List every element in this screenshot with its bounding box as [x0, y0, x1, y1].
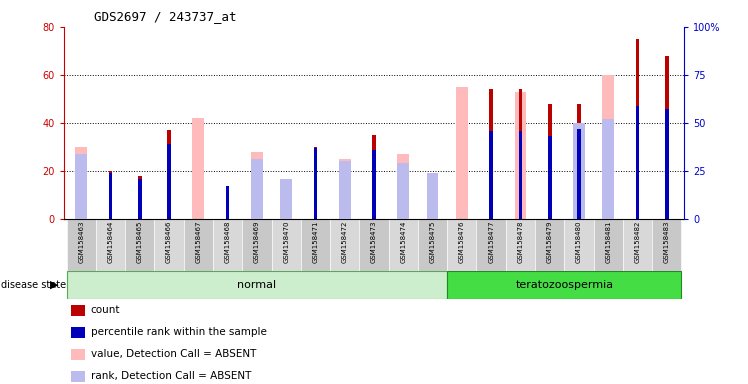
- Bar: [372, 150, 376, 219]
- Text: percentile rank within the sample: percentile rank within the sample: [91, 327, 266, 337]
- Text: disease state: disease state: [1, 280, 67, 290]
- Bar: [125, 219, 154, 271]
- Text: GSM158481: GSM158481: [605, 221, 611, 263]
- Text: GSM158465: GSM158465: [137, 221, 143, 263]
- Bar: [573, 123, 585, 219]
- Text: GSM158476: GSM158476: [459, 221, 465, 263]
- Bar: [192, 118, 204, 219]
- Bar: [447, 219, 476, 271]
- Text: GSM158468: GSM158468: [224, 221, 230, 263]
- Bar: [548, 136, 551, 219]
- Bar: [426, 173, 438, 219]
- Text: GSM158470: GSM158470: [283, 221, 289, 263]
- Bar: [389, 219, 418, 271]
- Text: GSM158479: GSM158479: [547, 221, 553, 263]
- Bar: [636, 39, 640, 219]
- Bar: [67, 271, 447, 299]
- Text: normal: normal: [237, 280, 277, 290]
- Text: GDS2697 / 243737_at: GDS2697 / 243737_at: [94, 10, 236, 23]
- Bar: [251, 159, 263, 219]
- Text: GSM158474: GSM158474: [400, 221, 406, 263]
- Bar: [108, 173, 112, 219]
- Bar: [489, 131, 493, 219]
- Bar: [213, 219, 242, 271]
- Bar: [456, 87, 468, 219]
- Bar: [518, 89, 522, 219]
- Bar: [330, 219, 359, 271]
- Bar: [226, 188, 230, 219]
- Bar: [138, 179, 141, 219]
- Bar: [96, 219, 125, 271]
- Bar: [339, 161, 351, 219]
- Text: GSM158473: GSM158473: [371, 221, 377, 263]
- Text: ▶: ▶: [50, 280, 59, 290]
- Bar: [602, 75, 614, 219]
- Bar: [665, 109, 669, 219]
- Bar: [447, 271, 681, 299]
- Bar: [577, 104, 581, 219]
- Bar: [397, 154, 409, 219]
- Bar: [284, 180, 288, 219]
- Bar: [372, 135, 376, 219]
- Text: teratozoospermia: teratozoospermia: [515, 280, 613, 290]
- Bar: [76, 154, 87, 219]
- Text: GSM158463: GSM158463: [78, 221, 85, 263]
- Bar: [506, 219, 535, 271]
- Bar: [339, 159, 351, 219]
- Bar: [167, 144, 171, 219]
- Bar: [184, 219, 213, 271]
- Bar: [397, 163, 409, 219]
- Text: value, Detection Call = ABSENT: value, Detection Call = ABSENT: [91, 349, 256, 359]
- Text: GSM158483: GSM158483: [663, 221, 670, 263]
- Text: GSM158466: GSM158466: [166, 221, 172, 263]
- Bar: [138, 176, 141, 219]
- Text: GSM158477: GSM158477: [488, 221, 494, 263]
- Text: GSM158469: GSM158469: [254, 221, 260, 263]
- Bar: [476, 219, 506, 271]
- Bar: [623, 219, 652, 271]
- Bar: [535, 219, 564, 271]
- Text: GSM158464: GSM158464: [108, 221, 114, 263]
- Bar: [602, 119, 614, 219]
- Bar: [515, 92, 527, 219]
- Bar: [518, 131, 522, 219]
- Bar: [636, 106, 640, 219]
- Bar: [251, 152, 263, 219]
- Text: GSM158475: GSM158475: [429, 221, 435, 263]
- Text: GSM158472: GSM158472: [342, 221, 348, 263]
- Bar: [418, 219, 447, 271]
- Bar: [359, 219, 389, 271]
- Text: GSM158480: GSM158480: [576, 221, 582, 263]
- Bar: [67, 219, 96, 271]
- Bar: [313, 147, 317, 219]
- Bar: [489, 89, 493, 219]
- Bar: [108, 171, 112, 219]
- Text: count: count: [91, 305, 120, 315]
- Bar: [154, 219, 184, 271]
- Text: rank, Detection Call = ABSENT: rank, Detection Call = ABSENT: [91, 371, 251, 381]
- Bar: [594, 219, 623, 271]
- Text: GSM158478: GSM158478: [518, 221, 524, 263]
- Bar: [652, 219, 681, 271]
- Bar: [313, 148, 317, 219]
- Text: GSM158482: GSM158482: [634, 221, 640, 263]
- Bar: [280, 179, 292, 219]
- Bar: [167, 130, 171, 219]
- Bar: [577, 129, 581, 219]
- Bar: [548, 104, 551, 219]
- Bar: [76, 147, 87, 219]
- Bar: [301, 219, 330, 271]
- Bar: [665, 56, 669, 219]
- Bar: [564, 219, 594, 271]
- Bar: [272, 219, 301, 271]
- Bar: [242, 219, 272, 271]
- Bar: [226, 186, 230, 219]
- Text: GSM158471: GSM158471: [313, 221, 319, 263]
- Text: GSM158467: GSM158467: [195, 221, 201, 263]
